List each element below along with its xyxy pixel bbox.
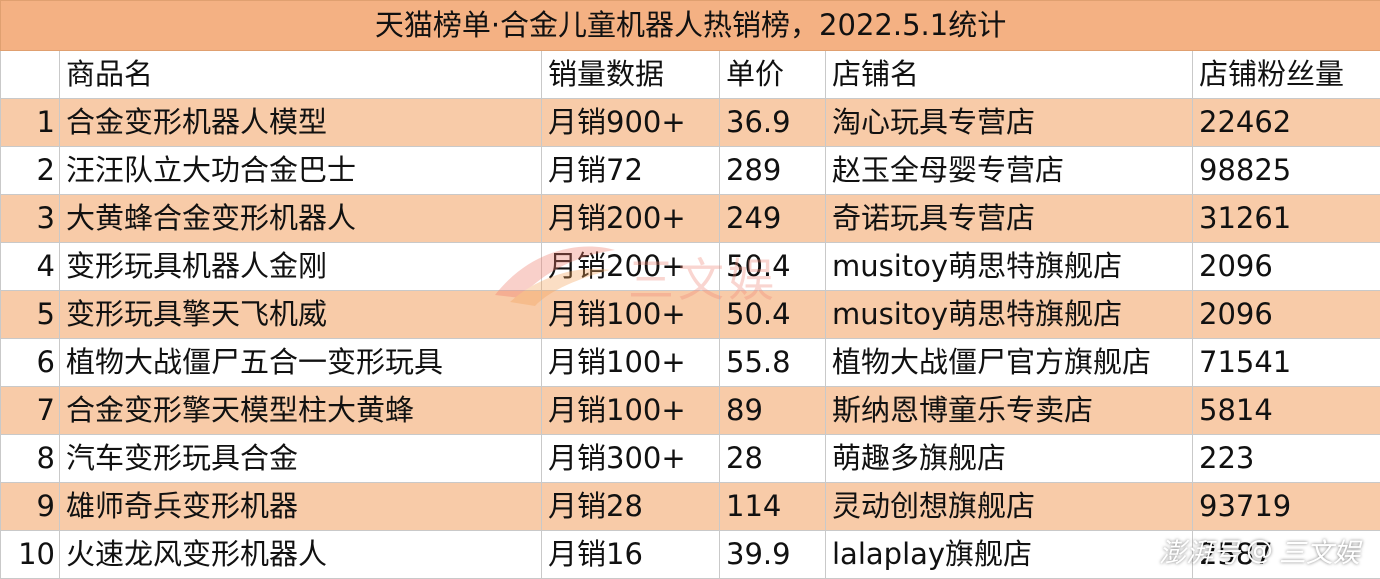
cell-product: 植物大战僵尸五合一变形玩具: [60, 339, 542, 387]
cell-shop: 植物大战僵尸官方旗舰店: [826, 339, 1193, 387]
header-product: 商品名: [60, 51, 542, 99]
cell-price: 89: [720, 387, 826, 435]
cell-price: 50.4: [720, 291, 826, 339]
cell-rank: 5: [1, 291, 60, 339]
cell-product: 汪汪队立大功合金巴士: [60, 147, 542, 195]
cell-rank: 10: [1, 531, 60, 579]
cell-sales: 月销100+: [542, 339, 720, 387]
cell-rank: 7: [1, 387, 60, 435]
cell-sales: 月销100+: [542, 387, 720, 435]
header-fans: 店铺粉丝量: [1193, 51, 1380, 99]
cell-rank: 1: [1, 99, 60, 147]
cell-shop: musitoy萌思特旗舰店: [826, 243, 1193, 291]
cell-rank: 2: [1, 147, 60, 195]
cell-fans: 31261: [1193, 195, 1380, 243]
cell-price: 28: [720, 435, 826, 483]
cell-shop: 灵动创想旗舰店: [826, 483, 1193, 531]
cell-fans: 2587: [1193, 531, 1380, 579]
cell-price: 39.9: [720, 531, 826, 579]
cell-shop: 奇诺玩具专营店: [826, 195, 1193, 243]
cell-fans: 98825: [1193, 147, 1380, 195]
cell-sales: 月销300+: [542, 435, 720, 483]
cell-fans: 2096: [1193, 243, 1380, 291]
cell-sales: 月销72: [542, 147, 720, 195]
header-row: 商品名 销量数据 单价 店铺名 店铺粉丝量: [1, 51, 1380, 99]
cell-price: 36.9: [720, 99, 826, 147]
cell-fans: 22462: [1193, 99, 1380, 147]
cell-rank: 9: [1, 483, 60, 531]
cell-shop: lalaplay旗舰店: [826, 531, 1193, 579]
cell-price: 55.8: [720, 339, 826, 387]
header-price: 单价: [720, 51, 826, 99]
cell-sales: 月销16: [542, 531, 720, 579]
header-rank: [1, 51, 60, 99]
cell-price: 289: [720, 147, 826, 195]
cell-product: 汽车变形玩具合金: [60, 435, 542, 483]
cell-rank: 8: [1, 435, 60, 483]
cell-rank: 6: [1, 339, 60, 387]
cell-sales: 月销900+: [542, 99, 720, 147]
cell-fans: 71541: [1193, 339, 1380, 387]
cell-sales: 月销100+: [542, 291, 720, 339]
cell-product: 变形玩具机器人金刚: [60, 243, 542, 291]
cell-shop: 淘心玩具专营店: [826, 99, 1193, 147]
cell-product: 合金变形擎天模型柱大黄蜂: [60, 387, 542, 435]
cell-shop: musitoy萌思特旗舰店: [826, 291, 1193, 339]
cell-price: 249: [720, 195, 826, 243]
cell-rank: 4: [1, 243, 60, 291]
cell-price: 114: [720, 483, 826, 531]
cell-sales: 月销28: [542, 483, 720, 531]
cell-sales: 月销200+: [542, 195, 720, 243]
cell-shop: 斯纳恩博童乐专卖店: [826, 387, 1193, 435]
cell-fans: 223: [1193, 435, 1380, 483]
cell-product: 火速龙风变形机器人: [60, 531, 542, 579]
cell-fans: 2096: [1193, 291, 1380, 339]
cell-product: 雄师奇兵变形机器: [60, 483, 542, 531]
table-title: 天猫榜单·合金儿童机器人热销榜，2022.5.1统计: [1, 1, 1380, 51]
header-shop: 店铺名: [826, 51, 1193, 99]
header-sales: 销量数据: [542, 51, 720, 99]
cell-fans: 93719: [1193, 483, 1380, 531]
cell-product: 变形玩具擎天飞机威: [60, 291, 542, 339]
cell-shop: 赵玉全母婴专营店: [826, 147, 1193, 195]
cell-product: 合金变形机器人模型: [60, 99, 542, 147]
title-row: 天猫榜单·合金儿童机器人热销榜，2022.5.1统计: [1, 1, 1380, 51]
cell-fans: 5814: [1193, 387, 1380, 435]
cell-shop: 萌趣多旗舰店: [826, 435, 1193, 483]
cell-sales: 月销200+: [542, 243, 720, 291]
cell-rank: 3: [1, 195, 60, 243]
cell-product: 大黄蜂合金变形机器人: [60, 195, 542, 243]
cell-price: 50.4: [720, 243, 826, 291]
